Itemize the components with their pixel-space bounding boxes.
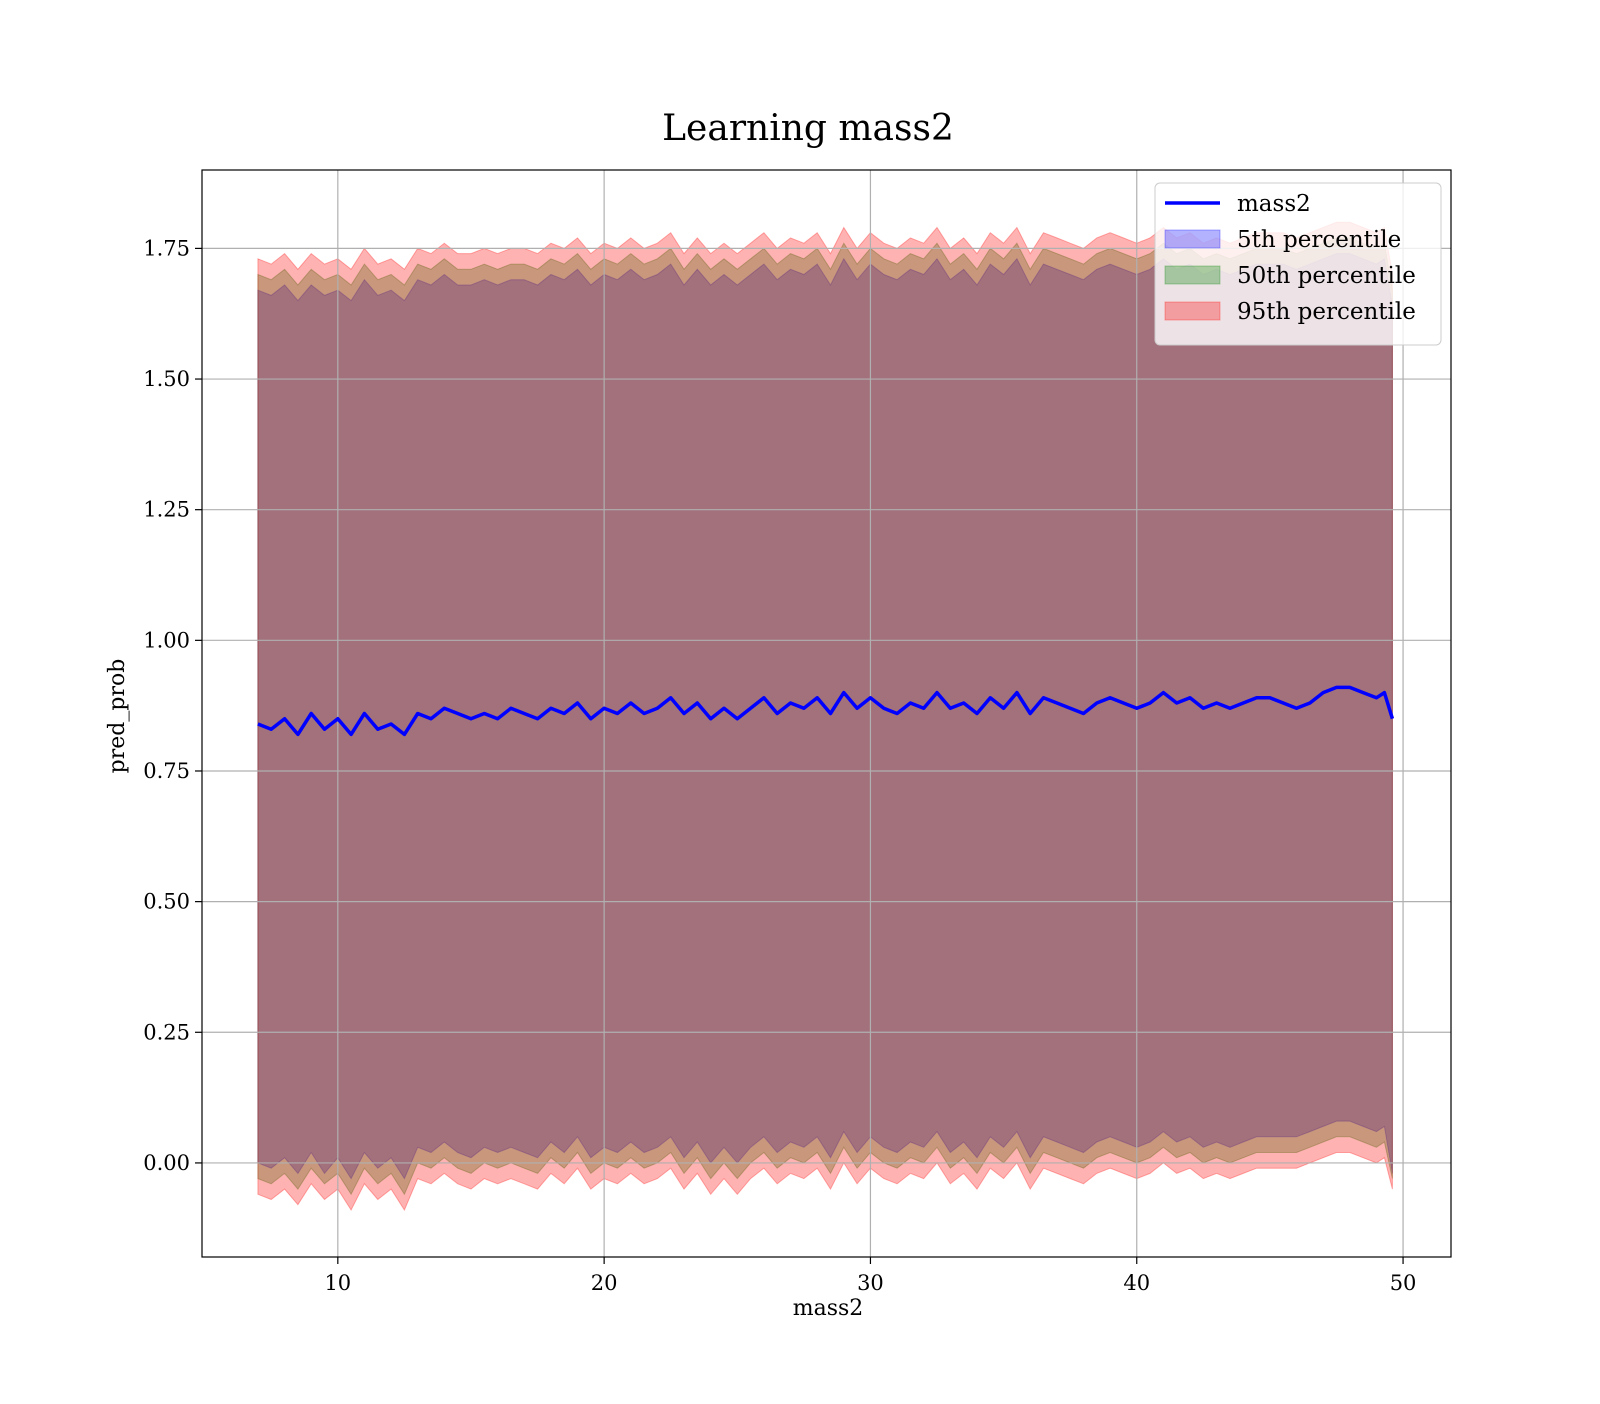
- y-tick-label: 1.25: [143, 498, 190, 522]
- x-tick-label: 10: [324, 1271, 351, 1295]
- band-1: [257, 253, 1393, 1180]
- legend-swatch-band: [1164, 301, 1221, 321]
- legend-label: mass2: [1237, 191, 1311, 217]
- x-tick-label: 30: [857, 1271, 884, 1295]
- legend-box: [1154, 182, 1442, 346]
- y-axis-title: pred_prob: [105, 659, 130, 774]
- x-tick-label: 50: [1390, 1271, 1417, 1295]
- band-2: [257, 237, 1393, 1196]
- y-tick-label: 1.50: [143, 367, 190, 391]
- legend-label: 5th percentile: [1237, 227, 1401, 253]
- plot-frame: [201, 169, 1452, 1258]
- x-axis-title: mass2: [793, 1296, 864, 1321]
- line-mass2: [257, 685, 1395, 737]
- y-tick-label: 0.25: [143, 1020, 190, 1044]
- y-tick-label: 0.00: [143, 1151, 190, 1175]
- y-tick-label: 1.00: [143, 628, 190, 652]
- plot-area: 10 20 30 40 50 0.00 0.25 0.50 0.75 1.00 1.25 1.50 1.…: [143, 169, 1452, 1295]
- chart-title: Learning mass2: [662, 108, 954, 149]
- y-tick-label: 1.75: [143, 236, 190, 260]
- x-tick-label: 40: [1123, 1271, 1150, 1295]
- legend-swatch-band: [1164, 229, 1221, 249]
- legend: mass2 5th percentile 50th percentile 95th p…: [1154, 182, 1442, 346]
- plot-background: [202, 170, 1451, 1257]
- y-tick-label: 0.75: [143, 759, 190, 783]
- legend-label: 50th percentile: [1237, 263, 1416, 289]
- x-tick-label: 20: [591, 1271, 618, 1295]
- y-tick-label: 0.50: [143, 890, 190, 914]
- legend-swatch-band: [1164, 265, 1221, 285]
- legend-label: 95th percentile: [1237, 299, 1416, 325]
